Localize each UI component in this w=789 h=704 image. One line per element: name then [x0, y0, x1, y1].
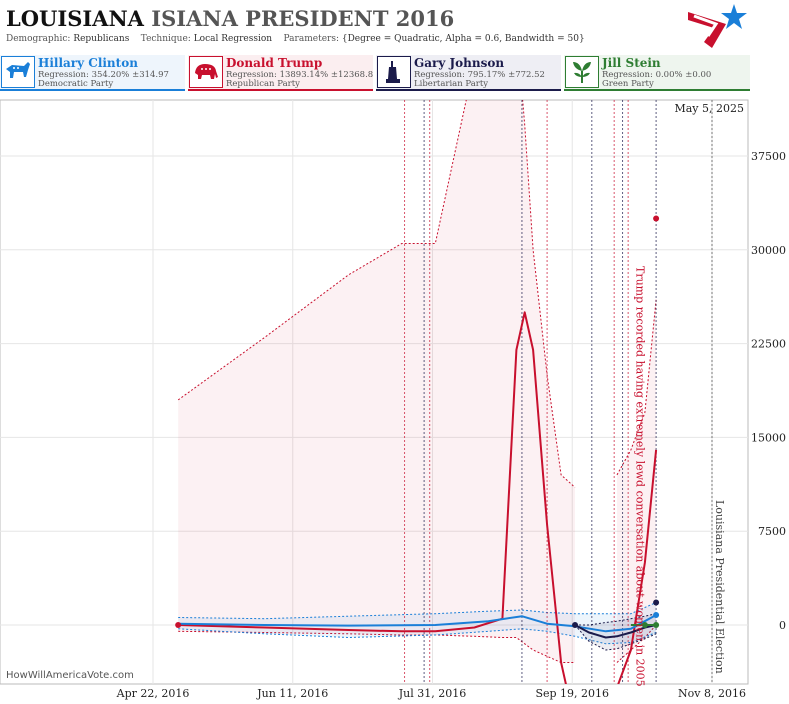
- parameters-value: {Degree = Quadratic, Alpha = 0.6, Bandwi…: [341, 34, 585, 44]
- y-tick-label: 0: [779, 619, 786, 632]
- legend-party: Republican Party: [226, 79, 300, 89]
- chart-header: LOUISIANA ISIANA PRESIDENT 2016 Demograp…: [0, 0, 789, 96]
- lower-bound-line: [616, 624, 657, 663]
- y-tick-label: 30000: [751, 244, 786, 257]
- legend-regression: Regression: 354.20% ±314.97: [38, 70, 169, 80]
- y-tick-label: 7500: [758, 525, 786, 538]
- legend-regression: Regression: 795.17% ±772.52: [414, 70, 545, 80]
- date-stamp: May 5, 2025: [674, 102, 744, 115]
- legend-name: Gary Johnson: [414, 56, 505, 70]
- data-point: [641, 622, 648, 628]
- series-points: [175, 215, 660, 628]
- series-line: [617, 449, 658, 684]
- site-logo[interactable]: [686, 2, 750, 50]
- plot-frame: [0, 99, 749, 685]
- watermark: HowWillAmericaVote.com: [6, 670, 134, 681]
- x-tick-label: Sep 19, 2016: [535, 687, 609, 700]
- data-point: [175, 622, 182, 628]
- technique-label: Technique:: [140, 34, 191, 44]
- legend-regression: Regression: 0.00% ±0.00: [602, 70, 712, 80]
- event-markers: [404, 100, 713, 684]
- legend-name: Donald Trump: [226, 56, 323, 70]
- parameters-label: Parameters:: [283, 34, 339, 44]
- legend-party: Green Party: [602, 79, 654, 89]
- x-tick-label: Jun 11, 2016: [256, 687, 328, 700]
- data-point: [653, 622, 660, 628]
- legend-party: Libertarian Party: [414, 79, 489, 89]
- data-point: [653, 599, 660, 606]
- elephant-icon: [189, 56, 223, 88]
- legend-item-clinton[interactable]: Hillary Clinton Regression: 354.20% ±314…: [0, 55, 185, 91]
- lower-bound-line: [574, 624, 657, 651]
- title-rest: ISIANA PRESIDENT 2016: [151, 6, 455, 31]
- y-tick-label: 15000: [751, 431, 786, 444]
- series-line: [178, 614, 657, 633]
- y-axis-ticks: 0 7500 15000 22500 30000 37500: [751, 150, 786, 632]
- confidence-band: [178, 602, 657, 644]
- data-point: [653, 611, 660, 618]
- demographic-value: Republicans: [73, 34, 130, 44]
- donkey-icon: [1, 56, 35, 88]
- upper-bound-line: [575, 613, 657, 626]
- lower-bound-line: [178, 630, 575, 663]
- title-main: LOUISIANA: [6, 6, 144, 31]
- x-tick-label: Apr 22, 2016: [116, 687, 190, 700]
- legend-item-trump[interactable]: Donald Trump Regression: 13893.14% ±1236…: [188, 55, 373, 91]
- series-lines: [178, 311, 658, 684]
- legend-name: Hillary Clinton: [38, 56, 138, 70]
- annotation-election-day: Louisiana Presidential Election: [713, 500, 726, 674]
- parameters-line: Demographic: Republicans Technique: Loca…: [6, 34, 585, 44]
- legend-item-stein[interactable]: Jill Stein Regression: 0.00% ±0.00 Green…: [564, 55, 750, 91]
- upper-bound-line: [177, 100, 576, 488]
- annotation-lewd-conversation: Trump recorded having extremely lewd con…: [634, 266, 647, 687]
- x-tick-label: Jul 31, 2016: [398, 687, 467, 700]
- demographic-label: Demographic:: [6, 34, 71, 44]
- technique-value: Local Regression: [193, 34, 273, 44]
- data-point: [572, 622, 579, 628]
- legend-item-johnson[interactable]: Gary Johnson Regression: 795.17% ±772.52…: [376, 55, 561, 91]
- confidence-band: [617, 299, 657, 663]
- confidence-bands: [177, 100, 657, 663]
- data-point: [653, 215, 660, 222]
- legend-regression: Regression: 13893.14% ±12368.84: [226, 70, 373, 80]
- y-tick-label: 22500: [751, 338, 786, 351]
- x-tick-label: Nov 8, 2016: [678, 687, 746, 700]
- x-axis-ticks: Apr 22, 2016 Jun 11, 2016 Jul 31, 2016 Sep …: [116, 687, 746, 700]
- chart-annotations: Trump recorded having extremely lewd con…: [634, 266, 726, 687]
- leaf-icon: [565, 56, 599, 88]
- legend-name: Jill Stein: [602, 56, 661, 70]
- legend-party: Democratic Party: [38, 79, 114, 89]
- confidence-band: [178, 100, 575, 663]
- liberty-statue-icon: [377, 56, 411, 88]
- y-tick-label: 37500: [751, 150, 786, 163]
- upper-bound-line: [616, 299, 657, 476]
- regression-chart: 0 7500 15000 22500 30000 37500 Apr 22, 2016 Ju…: [0, 99, 786, 700]
- page-title: LOUISIANA ISIANA PRESIDENT 2016: [6, 6, 454, 31]
